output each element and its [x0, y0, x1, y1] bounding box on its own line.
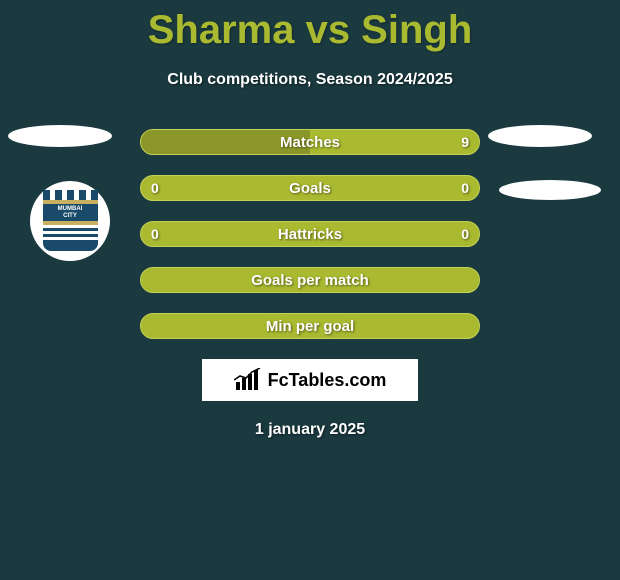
stat-value-right: 9: [461, 130, 469, 154]
stat-label: Min per goal: [141, 314, 479, 338]
date-line: 1 january 2025: [0, 421, 620, 439]
chart-icon: [234, 368, 262, 392]
stat-row-goals-per-match: Goals per match: [140, 267, 480, 293]
player-left-placeholder: [8, 125, 112, 147]
stat-row-hattricks: 0 Hattricks 0: [140, 221, 480, 247]
stats-container: Matches 9 0 Goals 0 0 Hattricks 0 Goals …: [140, 129, 480, 339]
page-title: Sharma vs Singh: [0, 0, 620, 53]
stat-label: Matches: [141, 130, 479, 154]
stat-row-min-per-goal: Min per goal: [140, 313, 480, 339]
badge-bottom: [43, 243, 98, 251]
stat-label: Goals: [141, 176, 479, 200]
brand-box[interactable]: FcTables.com: [202, 359, 418, 401]
badge-crenellation: [43, 190, 98, 200]
subtitle: Club competitions, Season 2024/2025: [0, 71, 620, 89]
player-right-placeholder-2: [499, 180, 601, 200]
badge-club-name: MUMBAI CITY: [43, 204, 98, 221]
club-badge-left: MUMBAI CITY: [30, 181, 110, 261]
stat-row-matches: Matches 9: [140, 129, 480, 155]
stat-label: Goals per match: [141, 268, 479, 292]
stat-row-goals: 0 Goals 0: [140, 175, 480, 201]
stat-label: Hattricks: [141, 222, 479, 246]
club-badge-inner: MUMBAI CITY: [43, 190, 98, 252]
stat-value-right: 0: [461, 222, 469, 246]
stat-value-right: 0: [461, 176, 469, 200]
brand-text: FcTables.com: [268, 370, 387, 391]
player-right-placeholder-1: [488, 125, 592, 147]
badge-stripes: [43, 225, 98, 243]
